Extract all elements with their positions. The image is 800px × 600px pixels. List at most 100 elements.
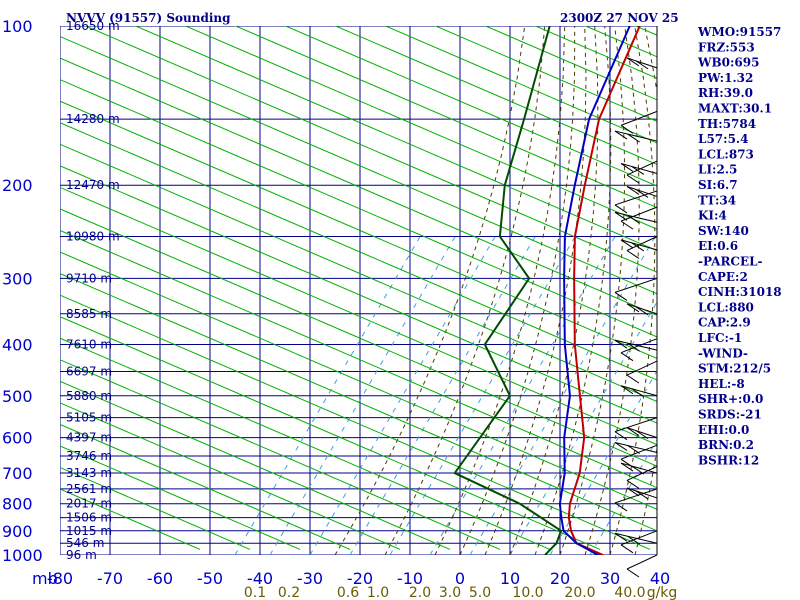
dry-adiabat — [234, 26, 657, 209]
index-entry: CAPE:2 — [698, 270, 748, 284]
temp-tick-label: -10 — [397, 569, 423, 588]
dry-adiabat — [284, 26, 657, 187]
temp-tick-label: -20 — [347, 569, 373, 588]
wind-barb — [614, 277, 658, 301]
moist-adiabat — [634, 26, 657, 555]
index-entry: SRDS:-21 — [698, 408, 762, 422]
wind-barb — [620, 338, 658, 362]
dry-adiabat — [184, 26, 657, 230]
height-label: 3143 m — [66, 466, 112, 480]
index-entry: SI:6.7 — [698, 178, 738, 192]
index-entry: BRN:0.2 — [698, 438, 754, 452]
pressure-label-900: 900 — [2, 522, 33, 541]
index-entry: EHI:0.0 — [698, 423, 749, 437]
height-label: 2561 m — [66, 482, 112, 496]
mixing-ratio-line — [429, 236, 616, 555]
dry-adiabat — [60, 402, 401, 550]
temp-tick-label: -80 — [47, 569, 73, 588]
dry-adiabat — [60, 100, 657, 360]
wind-barb — [614, 417, 658, 441]
mixing-ratio-line — [509, 301, 657, 555]
index-entry: STM:212/5 — [698, 362, 771, 376]
mixing-ratio-tick-label: 10.0 — [512, 585, 543, 600]
height-label: 2017 m — [66, 497, 112, 511]
dry-adiabat — [60, 229, 657, 489]
wind-barb — [620, 206, 658, 230]
height-label: 1015 m — [66, 524, 112, 538]
mixing-ratio-line — [269, 236, 456, 555]
moist-adiabat — [434, 26, 566, 555]
dry-adiabat — [60, 423, 351, 550]
dry-adiabat — [60, 122, 657, 381]
dry-adiabat — [60, 359, 501, 550]
wind-barb — [620, 385, 658, 398]
dry-adiabat — [60, 79, 657, 338]
dry-adiabat — [60, 316, 601, 550]
wind-barb — [626, 360, 658, 384]
index-entry: -PARCEL- — [698, 255, 763, 269]
wind-barb — [626, 160, 658, 184]
height-label: 4397 m — [66, 431, 112, 445]
index-entry: L57:5.4 — [698, 132, 748, 146]
moist-adiabat — [609, 26, 656, 555]
height-label: 1506 m — [66, 511, 112, 525]
dry-adiabat — [60, 208, 657, 467]
temp-tick-label: 40 — [650, 569, 670, 588]
chart-title: NVVV (91557) Sounding — [66, 11, 231, 25]
wind-barb — [626, 487, 658, 500]
mixing-ratio-tick-label: g/kg — [647, 585, 678, 600]
index-entry: RH:39.0 — [698, 86, 753, 100]
index-entry: WB0:695 — [697, 56, 759, 70]
dry-adiabat — [550, 0, 800, 549]
height-label: 12470 m — [66, 178, 120, 192]
dry-adiabat — [534, 26, 657, 79]
mixing-ratio-line — [234, 236, 421, 555]
pressure-label-800: 800 — [2, 495, 33, 514]
sounding-profiles — [453, 26, 641, 555]
height-label: 3746 m — [66, 449, 112, 463]
index-entry: HEL:-8 — [698, 377, 745, 391]
dewpoint-profile — [453, 26, 563, 555]
moist-adiabat — [509, 26, 599, 555]
height-label: 6697 m — [66, 365, 112, 379]
height-label: 5105 m — [66, 411, 112, 425]
dry-adiabat — [60, 273, 657, 532]
dry-adiabat — [60, 337, 551, 550]
index-entry: LCL:880 — [698, 300, 754, 314]
moist-adiabat — [334, 26, 526, 555]
height-label: 16650 m — [66, 19, 120, 33]
temp-tick-label: -40 — [247, 569, 273, 588]
wind-barb — [614, 339, 658, 352]
mixing-ratio-tick-label: 5.0 — [469, 585, 491, 600]
mixing-ratio-tick-label: 2.0 — [409, 585, 431, 600]
dry-adiabat — [60, 186, 657, 446]
temp-tick-label: -70 — [97, 569, 123, 588]
wind-barb — [620, 530, 658, 554]
wind-barb — [614, 211, 658, 224]
index-entry: BSHR:12 — [698, 453, 759, 467]
height-label: 14280 m — [66, 112, 120, 126]
dry-adiabat — [584, 26, 657, 58]
pressure-label-600: 600 — [2, 429, 33, 448]
wind-barb — [614, 532, 658, 545]
index-entry: SW:140 — [698, 224, 749, 238]
height-label: 7610 m — [66, 337, 112, 351]
dry-adiabat — [60, 380, 451, 550]
temp-tick-label: 0 — [455, 569, 465, 588]
temp-tick-label: 20 — [550, 569, 570, 588]
wind-barb — [614, 130, 658, 143]
pressure-unit-label: mb — [32, 569, 58, 588]
dry-adiabat — [60, 35, 657, 295]
wind-barb — [626, 236, 658, 259]
dry-adiabat — [60, 143, 657, 403]
parcel-profile — [558, 26, 631, 555]
pressure-label-200: 200 — [2, 176, 33, 195]
index-entry: SHR+:0.0 — [698, 392, 763, 406]
temp-tick-label: 30 — [600, 569, 620, 588]
pressure-temperature-grid — [60, 26, 657, 555]
wind-barb — [620, 239, 658, 252]
dry-adiabat — [60, 294, 651, 550]
dry-adiabat — [134, 26, 657, 252]
